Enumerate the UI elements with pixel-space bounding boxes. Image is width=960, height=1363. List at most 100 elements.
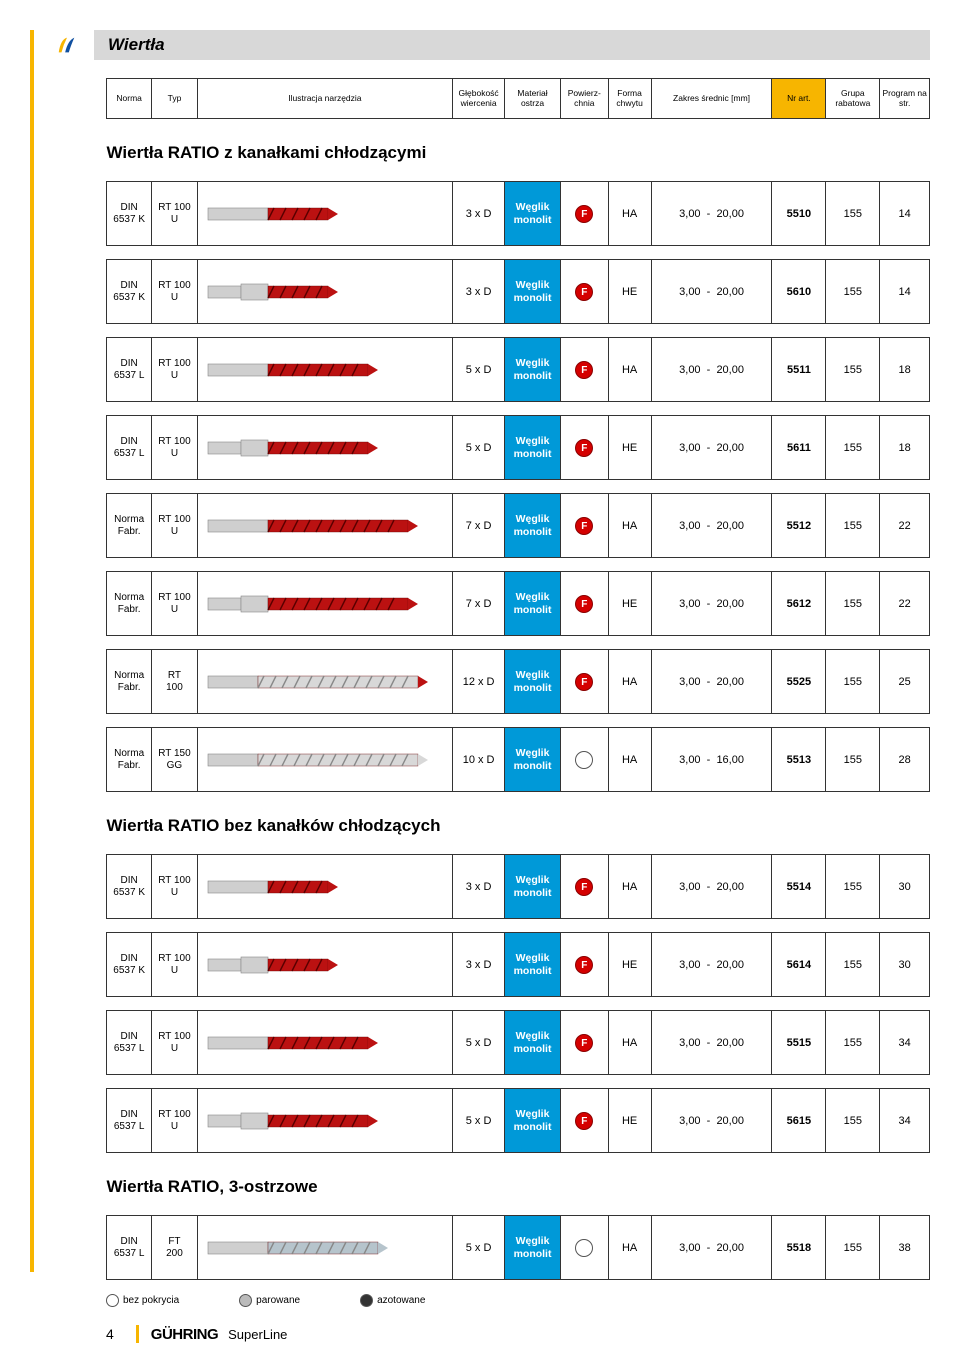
cell-material: Węglikmonolit bbox=[504, 1089, 560, 1153]
cell-typ: RT 100U bbox=[152, 855, 197, 919]
cell-material: Węglikmonolit bbox=[504, 728, 560, 792]
cell-material: Węglikmonolit bbox=[504, 572, 560, 636]
table-row: DIN6537 LRT 100U5 x DWęglikmonolitFHE3,0… bbox=[107, 416, 930, 480]
cell-range: 3,00 - 20,00 bbox=[651, 416, 772, 480]
table-row: DIN6537 KRT 100U3 x DWęglikmonolitFHE3,0… bbox=[107, 260, 930, 324]
cell-illustration bbox=[197, 494, 453, 558]
cell-typ: RT 100U bbox=[152, 933, 197, 997]
footer-stripe-icon bbox=[136, 1325, 139, 1343]
cell-typ: RT100 bbox=[152, 650, 197, 714]
cell-article: 5525 bbox=[772, 650, 826, 714]
cell-group: 155 bbox=[826, 1011, 880, 1075]
brand-subtitle: SuperLine bbox=[228, 1327, 287, 1342]
table-header-row: Norma Typ Ilustracja narzędzia Głębokość… bbox=[107, 79, 930, 119]
cell-surface: F bbox=[561, 933, 608, 997]
cell-page: 25 bbox=[880, 650, 930, 714]
cell-page: 14 bbox=[880, 182, 930, 246]
cell-chuck: HA bbox=[608, 855, 651, 919]
cell-norma: NormaFabr. bbox=[107, 650, 152, 714]
cell-group: 155 bbox=[826, 1216, 880, 1280]
cell-typ: RT 150GG bbox=[152, 728, 197, 792]
cell-article: 5511 bbox=[772, 338, 826, 402]
cell-material: Węglikmonolit bbox=[504, 855, 560, 919]
cell-chuck: HA bbox=[608, 494, 651, 558]
surface-badge-icon: F bbox=[575, 439, 593, 457]
cell-illustration bbox=[197, 416, 453, 480]
cell-surface: F bbox=[561, 650, 608, 714]
surface-badge-icon: F bbox=[575, 517, 593, 535]
cell-chuck: HE bbox=[608, 260, 651, 324]
cell-typ: RT 100U bbox=[152, 1089, 197, 1153]
cell-range: 3,00 - 20,00 bbox=[651, 1216, 772, 1280]
section-title: Wiertła RATIO bez kanałków chłodzących bbox=[107, 792, 930, 855]
hdr-illus: Ilustracja narzędzia bbox=[197, 79, 453, 119]
cell-group: 155 bbox=[826, 572, 880, 636]
cell-material: Węglikmonolit bbox=[504, 338, 560, 402]
cell-illustration bbox=[197, 1216, 453, 1280]
cell-group: 155 bbox=[826, 728, 880, 792]
cell-material: Węglikmonolit bbox=[504, 182, 560, 246]
surface-badge-icon: F bbox=[575, 1034, 593, 1052]
brand-logo-icon bbox=[56, 34, 78, 56]
cell-material: Węglikmonolit bbox=[504, 494, 560, 558]
cell-norma: NormaFabr. bbox=[107, 728, 152, 792]
cell-norma: DIN6537 L bbox=[107, 1089, 152, 1153]
table-row: NormaFabr.RT 150GG 10 x DWęglikmonolit HA3… bbox=[107, 728, 930, 792]
cell-group: 155 bbox=[826, 416, 880, 480]
cell-group: 155 bbox=[826, 1089, 880, 1153]
cell-surface bbox=[561, 728, 608, 792]
cell-depth: 3 x D bbox=[453, 933, 505, 997]
brand-name: GÜHRING bbox=[151, 1326, 218, 1343]
hdr-range: Zakres średnic [mm] bbox=[651, 79, 772, 119]
page-number: 4 bbox=[106, 1326, 114, 1342]
cell-illustration bbox=[197, 650, 453, 714]
cell-article: 5610 bbox=[772, 260, 826, 324]
cell-range: 3,00 - 20,00 bbox=[651, 1011, 772, 1075]
surface-badge-icon: F bbox=[575, 205, 593, 223]
cell-norma: DIN6537 L bbox=[107, 338, 152, 402]
section-title: Wiertła RATIO z kanałkami chłodzącymi bbox=[107, 119, 930, 182]
cell-chuck: HA bbox=[608, 650, 651, 714]
title-bar: Wiertła bbox=[56, 30, 930, 60]
cell-norma: NormaFabr. bbox=[107, 572, 152, 636]
cell-illustration bbox=[197, 1089, 453, 1153]
table-row: DIN6537 KRT 100U3 x DWęglikmonolitFHA3,0… bbox=[107, 182, 930, 246]
cell-typ: FT200 bbox=[152, 1216, 197, 1280]
cell-group: 155 bbox=[826, 338, 880, 402]
cell-depth: 10 x D bbox=[453, 728, 505, 792]
cell-chuck: HA bbox=[608, 728, 651, 792]
cell-norma: NormaFabr. bbox=[107, 494, 152, 558]
cell-depth: 12 x D bbox=[453, 650, 505, 714]
cell-chuck: HE bbox=[608, 416, 651, 480]
cell-surface: F bbox=[561, 1011, 608, 1075]
cell-page: 18 bbox=[880, 338, 930, 402]
surface-badge-icon bbox=[575, 751, 593, 769]
cell-illustration bbox=[197, 1011, 453, 1075]
cell-norma: DIN6537 K bbox=[107, 260, 152, 324]
cell-surface bbox=[561, 1216, 608, 1280]
cell-group: 155 bbox=[826, 933, 880, 997]
cell-depth: 7 x D bbox=[453, 494, 505, 558]
table-row: DIN6537 KRT 100U3 x DWęglikmonolitFHE3,0… bbox=[107, 933, 930, 997]
hdr-page: Program na str. bbox=[880, 79, 930, 119]
cell-depth: 7 x D bbox=[453, 572, 505, 636]
left-accent-stripe bbox=[30, 30, 34, 1272]
hdr-art: Nr art. bbox=[772, 79, 826, 119]
table-row: NormaFabr.RT10012 x DWęglikmonolitFHA3,0… bbox=[107, 650, 930, 714]
cell-page: 34 bbox=[880, 1089, 930, 1153]
cell-chuck: HE bbox=[608, 1089, 651, 1153]
surface-badge-icon: F bbox=[575, 283, 593, 301]
cell-surface: F bbox=[561, 855, 608, 919]
cell-illustration bbox=[197, 572, 453, 636]
cell-range: 3,00 - 16,00 bbox=[651, 728, 772, 792]
cell-chuck: HA bbox=[608, 338, 651, 402]
cell-page: 28 bbox=[880, 728, 930, 792]
cell-article: 5515 bbox=[772, 1011, 826, 1075]
page-footer: 4 GÜHRING SuperLine bbox=[106, 1325, 930, 1343]
cell-typ: RT 100U bbox=[152, 1011, 197, 1075]
legend-steamed: parowane bbox=[256, 1295, 300, 1306]
cell-article: 5612 bbox=[772, 572, 826, 636]
hdr-material: Materiał ostrza bbox=[504, 79, 560, 119]
cell-range: 3,00 - 20,00 bbox=[651, 933, 772, 997]
cell-page: 30 bbox=[880, 855, 930, 919]
